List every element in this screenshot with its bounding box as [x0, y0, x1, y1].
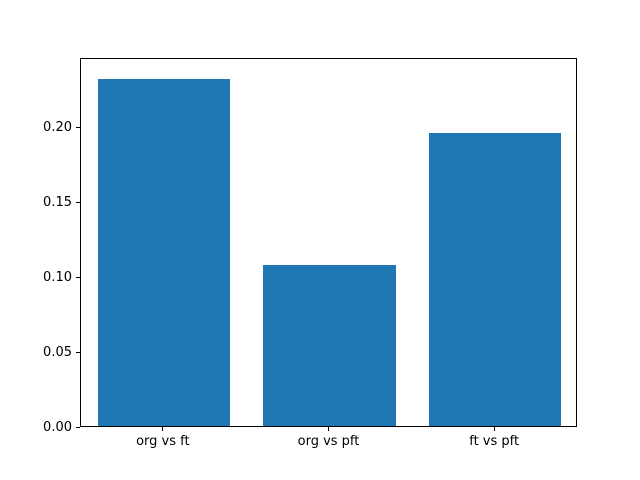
ytick-label: 0.05 [43, 344, 72, 360]
bar-org-vs-ft [97, 79, 231, 426]
xtick-label-org-vs-pft: org vs pft [297, 434, 360, 449]
ytick-mark [76, 351, 80, 353]
xtick-label-org-vs-ft: org vs ft [136, 434, 190, 449]
ytick-label: 0.10 [43, 269, 72, 285]
ytick-label: 0.15 [43, 195, 72, 211]
xtick-mark [162, 427, 164, 431]
ytick-label: 0.00 [43, 419, 72, 435]
ytick-mark [76, 426, 80, 428]
bar-org-vs-pft [263, 264, 396, 426]
bar-ft-vs-pft [428, 132, 562, 426]
xtick-mark [328, 427, 329, 431]
xtick-mark [493, 427, 495, 431]
ytick-label: 0.20 [43, 120, 72, 136]
xtick-label-ft-vs-pft: ft vs pft [469, 434, 520, 449]
ytick-mark [76, 202, 80, 204]
plot-area [80, 58, 577, 427]
ytick-mark [76, 276, 80, 278]
ytick-mark [76, 127, 80, 129]
